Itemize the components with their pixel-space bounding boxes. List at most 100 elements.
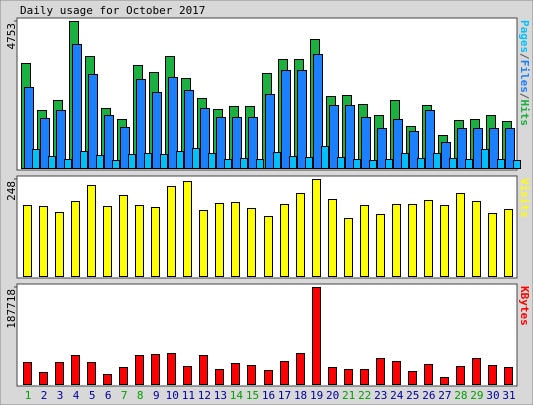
bar <box>417 158 425 169</box>
x-tick-label: 20 <box>326 389 339 402</box>
bar <box>312 179 321 277</box>
x-tick-label: 23 <box>374 389 387 402</box>
chart-title: Daily usage for October 2017 <box>20 4 205 17</box>
bar <box>472 358 481 385</box>
x-tick-label: 30 <box>486 389 499 402</box>
bar <box>328 199 337 277</box>
x-tick-label: 14 <box>230 389 244 402</box>
bar <box>199 355 208 385</box>
bar <box>497 159 505 169</box>
x-tick-label: 10 <box>166 389 179 402</box>
bar <box>24 87 34 169</box>
bar <box>167 353 176 385</box>
bar <box>513 160 521 169</box>
bar <box>264 216 273 277</box>
legend-entry: Hits <box>518 100 531 127</box>
x-tick-label: 17 <box>278 389 291 402</box>
panel <box>16 283 518 387</box>
bar <box>72 44 82 169</box>
bar <box>32 149 40 169</box>
bar <box>264 370 273 385</box>
bar <box>377 128 387 169</box>
bar <box>457 128 467 169</box>
bar <box>345 105 355 169</box>
x-tick-label: 2 <box>41 389 48 402</box>
x-tick-label: 15 <box>246 389 259 402</box>
y-tick-label: 4753 <box>5 23 18 50</box>
bar <box>80 151 88 169</box>
bar <box>87 185 96 277</box>
bar <box>424 200 433 277</box>
bar <box>39 372 48 385</box>
x-tick-label: 29 <box>470 389 483 402</box>
bar <box>103 206 112 277</box>
x-tick-label: 22 <box>358 389 371 402</box>
x-tick-label: 6 <box>105 389 112 402</box>
bar <box>296 193 305 277</box>
x-tick-label: 1 <box>25 389 32 402</box>
bar <box>425 110 435 169</box>
bar <box>505 128 515 169</box>
x-tick-label: 24 <box>390 389 404 402</box>
bar <box>144 153 152 169</box>
bar <box>408 371 417 385</box>
bar <box>256 159 264 169</box>
bar <box>136 79 146 169</box>
bar <box>39 206 48 277</box>
x-tick-label: 31 <box>502 389 515 402</box>
bar <box>297 70 307 169</box>
bar <box>424 364 433 385</box>
x-tick-label: 7 <box>121 389 128 402</box>
x-tick-label: 28 <box>454 389 467 402</box>
bar <box>433 153 441 169</box>
bar <box>376 358 385 385</box>
bar <box>488 213 497 277</box>
bar <box>360 205 369 277</box>
bar <box>321 146 329 169</box>
bar <box>265 94 275 169</box>
bar <box>184 90 194 169</box>
y-tick-label: 248 <box>5 181 18 201</box>
bar <box>192 148 200 169</box>
bar <box>135 205 144 277</box>
bar <box>440 377 449 385</box>
bar <box>167 186 176 277</box>
bar <box>313 54 323 169</box>
bar <box>280 361 289 385</box>
bar <box>208 153 216 169</box>
bar <box>481 149 489 169</box>
bar <box>489 128 499 169</box>
bar <box>369 160 377 169</box>
bar <box>376 214 385 277</box>
bar <box>88 74 98 169</box>
x-tick-label: 25 <box>406 389 419 402</box>
legend: Visits <box>518 178 531 218</box>
bar <box>64 159 72 169</box>
bar <box>273 152 281 169</box>
bar <box>504 209 513 277</box>
bar <box>247 208 256 277</box>
bar <box>128 154 136 169</box>
bar <box>23 362 32 385</box>
x-tick-label: 8 <box>137 389 144 402</box>
legend: KBytes <box>518 286 531 326</box>
bar <box>231 363 240 385</box>
bar <box>152 92 162 169</box>
bar <box>71 355 80 385</box>
x-tick-label: 21 <box>342 389 355 402</box>
bar <box>119 195 128 277</box>
bar <box>168 77 178 169</box>
bar <box>224 159 232 169</box>
bar <box>120 127 130 169</box>
bar <box>385 159 393 169</box>
y-tick-label: 187718 <box>5 289 18 329</box>
bar <box>361 117 371 169</box>
bar <box>55 362 64 385</box>
legend-separator: / <box>518 93 531 100</box>
bar <box>183 181 192 277</box>
bar <box>280 204 289 277</box>
bar <box>441 142 451 169</box>
bar <box>305 157 313 169</box>
x-tick-label: 27 <box>438 389 451 402</box>
